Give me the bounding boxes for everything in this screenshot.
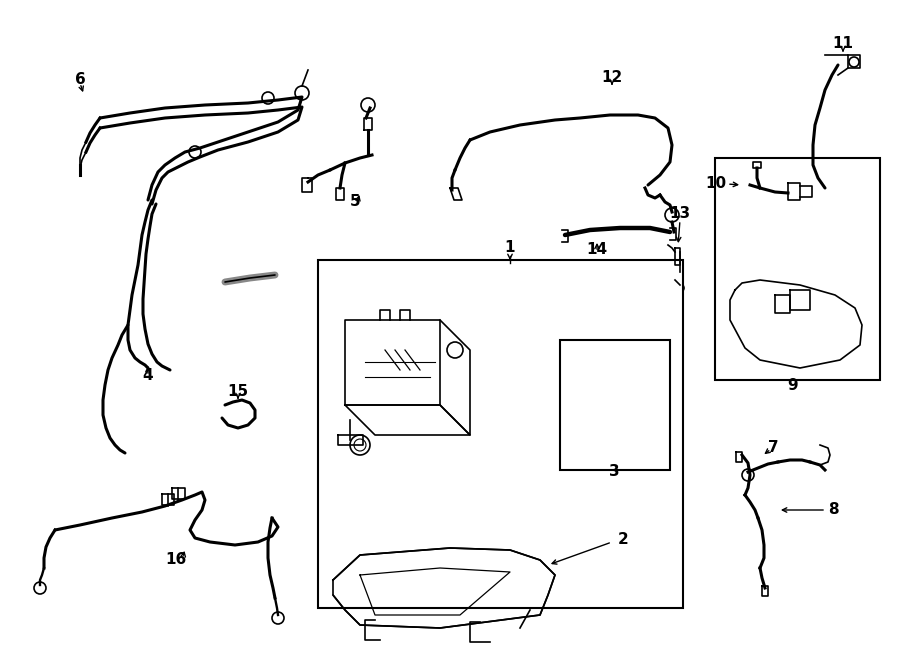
Bar — [318, 260, 683, 608]
Text: 8: 8 — [828, 502, 839, 518]
Text: 16: 16 — [166, 553, 186, 568]
Text: 5: 5 — [350, 194, 360, 210]
Bar — [560, 340, 670, 470]
Bar — [715, 158, 880, 380]
Text: 3: 3 — [608, 465, 619, 479]
Text: 2: 2 — [618, 533, 629, 547]
Text: 6: 6 — [75, 73, 86, 87]
Text: 13: 13 — [670, 206, 690, 221]
Text: 12: 12 — [601, 71, 623, 85]
Text: 7: 7 — [768, 440, 778, 455]
Text: 11: 11 — [832, 36, 853, 50]
Text: 10: 10 — [705, 176, 726, 190]
Text: 15: 15 — [228, 385, 248, 399]
Text: 4: 4 — [143, 368, 153, 383]
Text: 9: 9 — [788, 377, 798, 393]
Text: 14: 14 — [587, 243, 608, 258]
Text: 1: 1 — [505, 241, 515, 256]
